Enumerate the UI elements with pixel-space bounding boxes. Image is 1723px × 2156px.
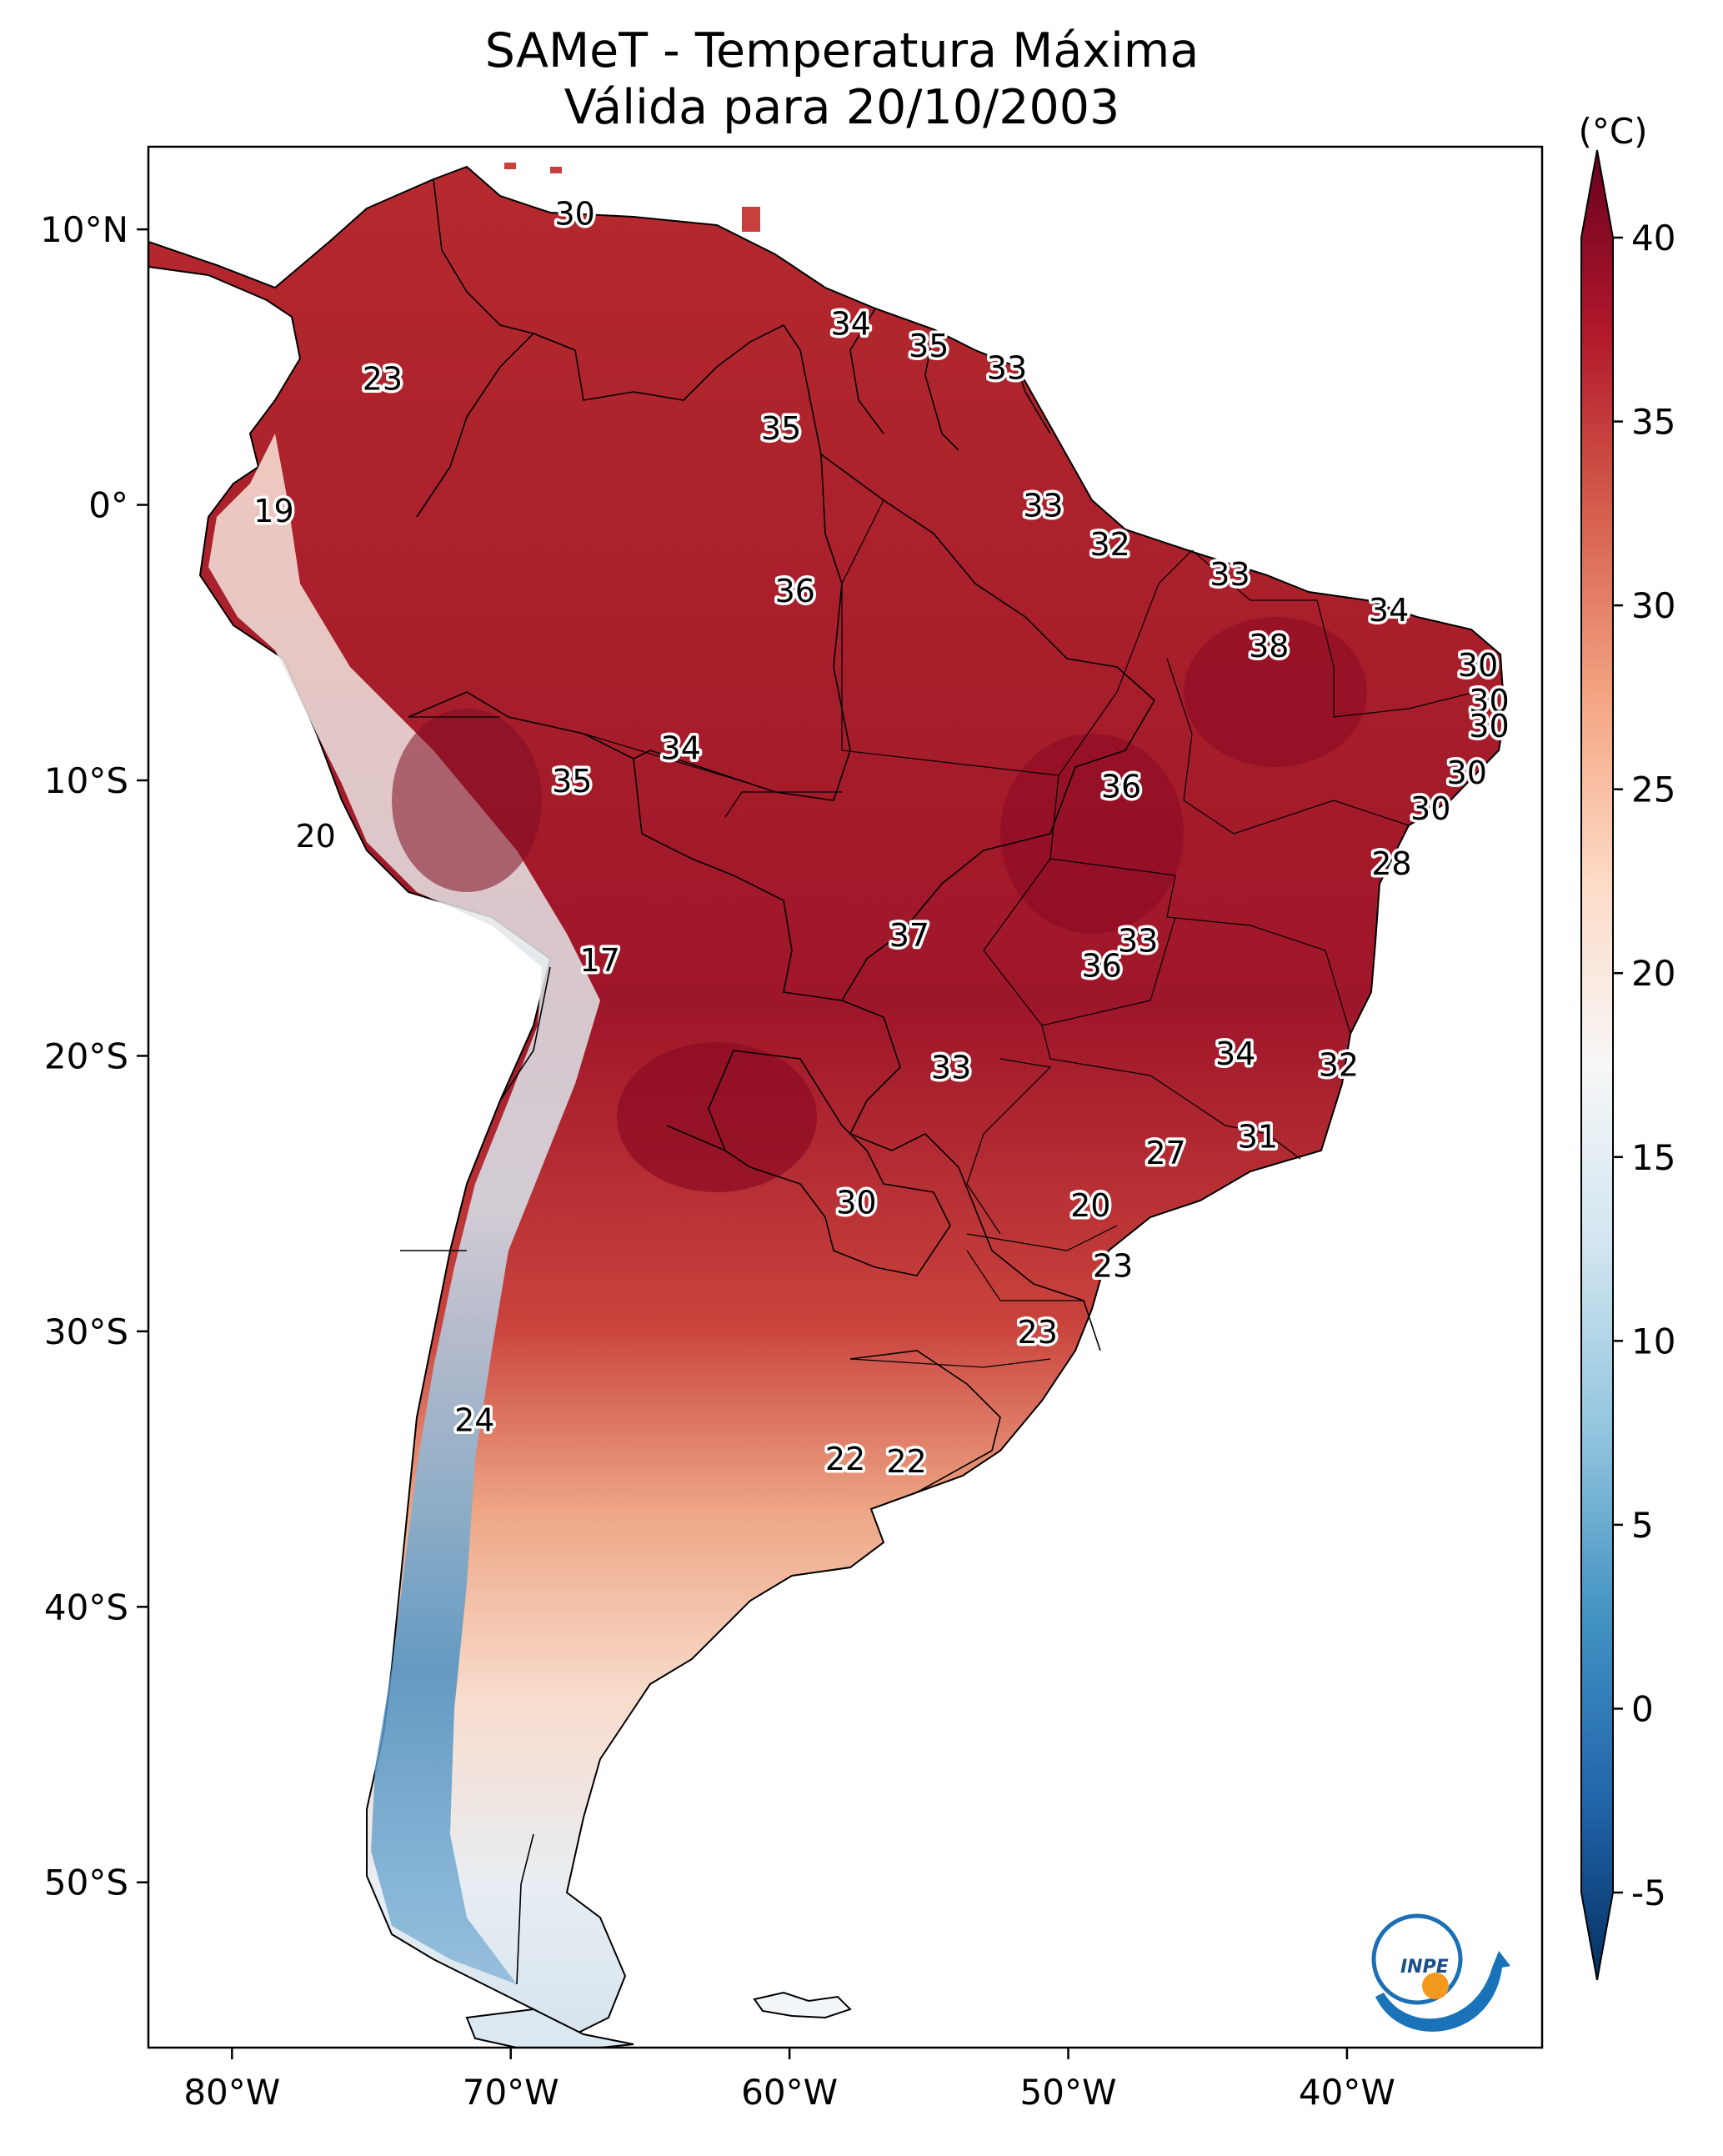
- station-value: 30: [1410, 790, 1450, 827]
- state-borders: [408, 499, 1476, 1368]
- station-value: 33: [1023, 488, 1063, 524]
- station-value: 20: [1070, 1187, 1110, 1224]
- hot-spot-northeast: [1184, 617, 1367, 767]
- lat-tick-label: 20°S: [44, 1035, 128, 1076]
- logo-arrow-icon: [1375, 1951, 1510, 2032]
- station-value: 34: [831, 305, 871, 342]
- station-value: 30: [1458, 647, 1498, 684]
- lat-tick-label: 0°: [88, 485, 128, 526]
- logo-sun-icon: [1422, 1973, 1449, 1999]
- colorbar-tick-label: 5: [1631, 1505, 1654, 1546]
- colorbar-tick-label: 40: [1631, 218, 1675, 258]
- station-value: 33: [931, 1050, 971, 1086]
- station-value: 19: [253, 493, 293, 529]
- station-value: 33: [1118, 923, 1158, 960]
- station-value: 24: [454, 1402, 494, 1439]
- colorbar-unit: (°C): [1578, 111, 1647, 152]
- colorbar-tick-label: 10: [1631, 1321, 1675, 1361]
- station-value: 36: [775, 573, 815, 609]
- curacao-island: [550, 167, 562, 173]
- hot-spot-chaco: [617, 1042, 817, 1192]
- station-value: 38: [1249, 628, 1289, 664]
- station-value: 17: [580, 942, 620, 979]
- station-value: 30: [1469, 683, 1509, 720]
- station-value: 30: [1447, 755, 1487, 791]
- station-value: 23: [1093, 1248, 1133, 1285]
- station-value: 23: [1018, 1314, 1058, 1351]
- title-line-2: Válida para 20/10/2003: [564, 80, 1120, 135]
- colorbar-tick-label: 15: [1631, 1137, 1675, 1178]
- station-value: 36: [1081, 947, 1121, 984]
- hot-spot-central: [1000, 734, 1184, 934]
- station-value: 30: [836, 1185, 876, 1221]
- lon-tick-label: 40°W: [1299, 2072, 1395, 2113]
- station-value: 22: [825, 1441, 865, 1477]
- lon-tick-label: 50°W: [1020, 2072, 1117, 2113]
- andes-band: [208, 434, 600, 1984]
- station-value: 34: [1369, 592, 1409, 629]
- trinidad-island: [742, 207, 760, 232]
- station-value: 35: [552, 763, 592, 800]
- lon-tick-label: 60°W: [741, 2072, 838, 2113]
- lat-tick-label: 40°S: [44, 1587, 128, 1627]
- aruba-island: [504, 163, 516, 169]
- lat-tick-label: 30°S: [44, 1311, 128, 1352]
- title-line-1: SAMeT - Temperatura Máxima: [485, 23, 1200, 78]
- longitude-axis: 80°W 70°W 60°W 50°W 40°W: [183, 2048, 1395, 2113]
- colorbar: (°C) 40 35 30 25 20 15 10 5 0 -5: [1578, 111, 1675, 1981]
- country-borders: [400, 178, 1155, 1985]
- colorbar-tick-label: 30: [1631, 585, 1675, 626]
- station-value: 36: [1101, 769, 1141, 805]
- station-value: 33: [1210, 556, 1250, 593]
- lat-tick-label: 50°S: [44, 1863, 128, 1903]
- lat-tick-label: 10°S: [44, 760, 128, 801]
- station-value: 28: [1371, 845, 1411, 882]
- station-value: 35: [761, 410, 801, 447]
- latitude-axis: 10°N 0° 10°S 20°S 30°S 40°S 50°S: [40, 209, 148, 1903]
- colorbar-tick-label: 35: [1631, 402, 1675, 443]
- station-value: 23: [363, 361, 403, 398]
- station-value: 30: [554, 195, 594, 232]
- station-value: 27: [1145, 1135, 1185, 1171]
- station-value: 32: [1090, 526, 1130, 563]
- station-value: 37: [889, 917, 929, 954]
- lon-tick-label: 80°W: [183, 2072, 280, 2113]
- station-value: 20: [295, 818, 335, 855]
- station-value: 35: [909, 328, 949, 364]
- logo-ring-icon: [1371, 1913, 1463, 2005]
- station-value: 31: [1238, 1118, 1278, 1155]
- station-value: 22: [886, 1443, 926, 1480]
- station-value: 34: [661, 730, 701, 766]
- falkland-islands: [753, 1991, 852, 2019]
- colorbar-tick-label: 25: [1631, 770, 1675, 810]
- map-frame: [147, 145, 1544, 2049]
- station-value: 32: [1319, 1046, 1359, 1083]
- station-value: 30: [1469, 708, 1509, 745]
- inpe-logo: INPE: [1371, 1913, 1510, 2032]
- colorbar-tick-label: -5: [1631, 1873, 1666, 1913]
- map-area: [147, 145, 1544, 2049]
- colorbar-tick-label: 20: [1631, 953, 1675, 994]
- lat-tick-label: 10°N: [40, 209, 128, 250]
- colorbar-ticks: 40 35 30 25 20 15 10 5 0 -5: [1613, 218, 1675, 1913]
- hot-spot-amazon-west: [392, 709, 542, 892]
- tierra-del-fuego: [465, 2008, 634, 2048]
- lon-tick-label: 70°W: [463, 2072, 559, 2113]
- logo-text: INPE: [1400, 1957, 1449, 1978]
- station-value: 33: [987, 349, 1027, 386]
- colorbar-tick-label: 0: [1631, 1688, 1654, 1729]
- colorbar-body: [1580, 149, 1614, 1981]
- station-value: 34: [1215, 1035, 1255, 1072]
